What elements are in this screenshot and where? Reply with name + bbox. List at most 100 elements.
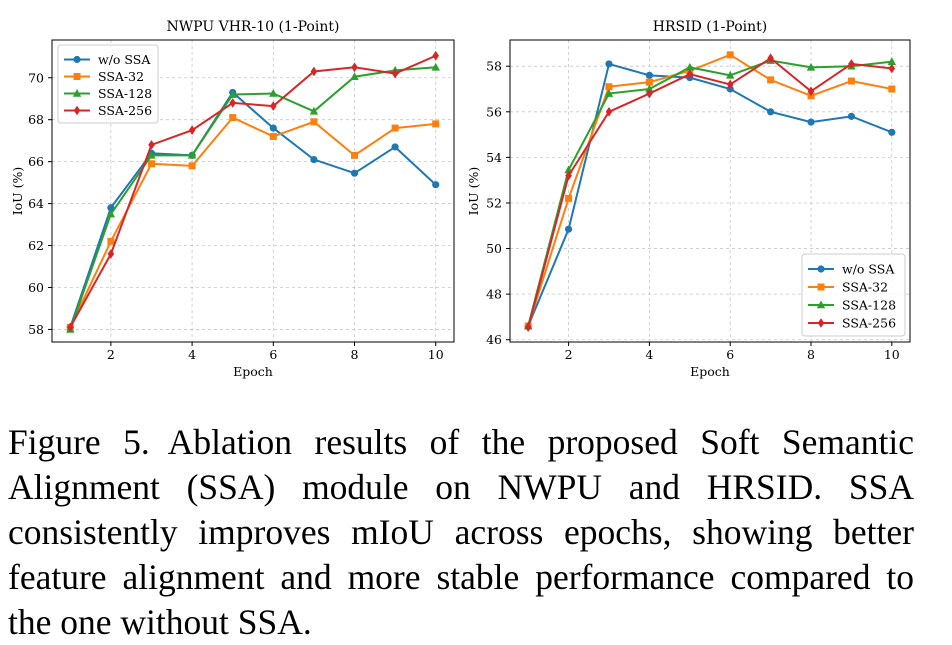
data-point	[431, 62, 440, 71]
legend-label: SSA-128	[98, 86, 152, 101]
legend-marker	[72, 89, 82, 97]
x-tick-label: 4	[188, 347, 196, 362]
data-point	[767, 108, 775, 116]
data-point	[847, 77, 855, 85]
data-point	[432, 120, 440, 128]
data-point	[188, 162, 196, 170]
data-point	[807, 118, 815, 126]
x-tick-label: 6	[269, 347, 277, 362]
legend-label: SSA-256	[842, 315, 896, 330]
x-tick-label: 6	[726, 347, 734, 362]
series-line	[69, 116, 436, 328]
y-tick-label: 50	[486, 241, 502, 256]
y-axis-label: IoU (%)	[10, 167, 25, 216]
data-point	[605, 60, 613, 68]
plot-frame	[51, 39, 455, 343]
x-tick-label: 2	[565, 347, 573, 362]
y-tick-label: 62	[28, 238, 44, 253]
data-point	[524, 322, 532, 332]
y-tick-label: 48	[486, 287, 502, 302]
data-point	[888, 128, 896, 136]
data-point	[391, 68, 399, 79]
series-line	[69, 90, 437, 328]
caption-label: Figure 5.	[8, 422, 150, 462]
legend-marker	[73, 55, 81, 64]
data-point	[432, 181, 440, 189]
series-ssa-256	[66, 50, 440, 333]
data-point	[107, 249, 115, 259]
data-point	[310, 66, 318, 77]
y-tick-label: 46	[486, 332, 502, 347]
data-point	[269, 132, 277, 140]
x-tick-label: 8	[351, 347, 359, 362]
legend-label: w/o SSA	[842, 261, 895, 276]
y-tick-label: 68	[28, 112, 44, 127]
data-point	[605, 83, 613, 91]
data-point	[887, 57, 897, 65]
series-line	[527, 59, 892, 327]
x-tick-label: 8	[807, 347, 815, 362]
series-line	[69, 54, 437, 328]
legend-label: SSA-256	[98, 103, 152, 118]
data-point	[432, 50, 440, 61]
y-tick-label: 60	[28, 280, 44, 295]
data-point	[229, 114, 237, 122]
data-point	[270, 101, 277, 111]
legend-marker	[817, 265, 825, 273]
plot-frame	[509, 39, 911, 343]
legend: w/o SSA SSA-32 SSA-128 SSA-256	[57, 44, 159, 124]
data-point	[229, 98, 236, 108]
data-point	[726, 51, 734, 59]
data-point	[106, 209, 116, 218]
data-point	[107, 237, 115, 245]
data-point	[888, 85, 896, 93]
data-point	[228, 90, 237, 98]
y-tick-label: 56	[486, 104, 502, 119]
data-point	[147, 160, 155, 168]
x-tick-label: 4	[645, 347, 653, 362]
chart-title: HRSID (1-Point)	[653, 19, 768, 35]
figure-caption: Figure 5. Ablation results of the propose…	[8, 420, 914, 645]
data-point	[269, 124, 277, 132]
data-point	[605, 106, 613, 117]
x-tick-label: 10	[884, 347, 900, 362]
data-point	[147, 150, 156, 159]
data-point	[686, 69, 694, 79]
data-point	[888, 63, 896, 74]
series-line	[527, 56, 892, 328]
series-ssa-256	[524, 53, 896, 332]
data-point	[187, 150, 197, 159]
legend-box	[801, 253, 906, 337]
legend-label: SSA-32	[842, 279, 888, 294]
data-point	[350, 169, 359, 177]
data-point	[269, 88, 278, 97]
y-tick-label: 54	[486, 150, 502, 165]
y-tick-label: 58	[28, 322, 44, 337]
series-line	[69, 66, 436, 330]
y-tick-label: 66	[28, 154, 44, 169]
data-point	[726, 70, 735, 79]
data-point	[391, 124, 399, 132]
y-tick-label: 58	[486, 59, 502, 74]
data-point	[807, 86, 815, 97]
data-point	[646, 88, 653, 99]
data-point	[66, 322, 74, 333]
legend-label: SSA-32	[98, 69, 144, 84]
data-point	[564, 225, 573, 233]
legend-box	[57, 44, 159, 124]
y-tick-label: 52	[486, 195, 502, 210]
data-point	[351, 151, 359, 159]
data-point	[107, 204, 115, 212]
x-tick-label: 10	[428, 347, 444, 362]
data-point	[350, 72, 359, 81]
chart-title: NWPU VHR-10 (1-Point)	[167, 19, 340, 35]
legend: w/o SSA SSA-32 SSA-128 SSA-256	[801, 253, 906, 337]
legend-label: w/o SSA	[98, 52, 151, 67]
data-point	[847, 112, 856, 120]
x-axis-label: Epoch	[233, 364, 273, 379]
legend-marker	[816, 300, 826, 309]
y-tick-label: 64	[28, 196, 44, 211]
data-point	[645, 71, 653, 79]
